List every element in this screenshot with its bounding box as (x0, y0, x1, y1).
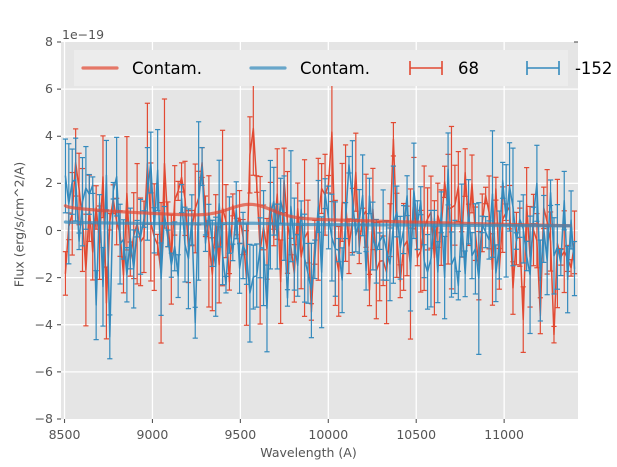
x-tick-label: 11000 (484, 427, 525, 442)
y-tick-label: −2 (34, 269, 53, 285)
y-tick-label: −8 (34, 411, 53, 426)
tick-marks (57, 41, 578, 423)
legend-line-swatch (248, 59, 288, 77)
legend-label: Contam. (299, 58, 370, 78)
legend-line-swatch (80, 59, 120, 77)
y-tick-label: 8 (45, 34, 53, 49)
y-tick-label: −6 (34, 363, 53, 379)
legend-label: -152 (574, 58, 613, 78)
legend-label: 68 (457, 58, 479, 78)
y-tick-label: 6 (45, 81, 53, 97)
x-tick-label: 8500 (48, 427, 81, 442)
x-tick-label: 9500 (224, 427, 257, 442)
chart-legend[interactable]: Contam. Contam. 68 -152 (74, 50, 612, 86)
legend-entry--152[interactable]: -152 (523, 59, 612, 78)
legend-errorbar-icon (523, 59, 563, 77)
y-tick-label: 2 (45, 175, 53, 191)
x-tick-label: 9000 (136, 427, 169, 442)
contamination-line-blue (63, 220, 572, 228)
x-tick-label: 10500 (396, 427, 437, 442)
legend-errorbar-icon (406, 59, 446, 77)
y-tick-label: 0 (45, 222, 53, 238)
y-tick-label: 4 (45, 128, 53, 144)
legend-entry-68[interactable]: 68 (406, 59, 479, 78)
errorbar-series-68 (62, 61, 578, 353)
legend-label: Contam. (132, 58, 202, 78)
y-tick-label: −4 (34, 316, 53, 332)
y-axis-offset-text: 1e−19 (62, 27, 105, 42)
x-axis-label: Wavelength (A) (260, 445, 357, 460)
legend-entry-Contam[interactable]: Contam. (80, 59, 202, 78)
errorbar-series-152 (62, 121, 578, 360)
legend-entry-Contam[interactable]: Contam. (248, 59, 370, 78)
x-tick-label: 10000 (308, 427, 349, 442)
y-axis-label: Flux (erg/s/cm^2/A) (11, 161, 27, 288)
